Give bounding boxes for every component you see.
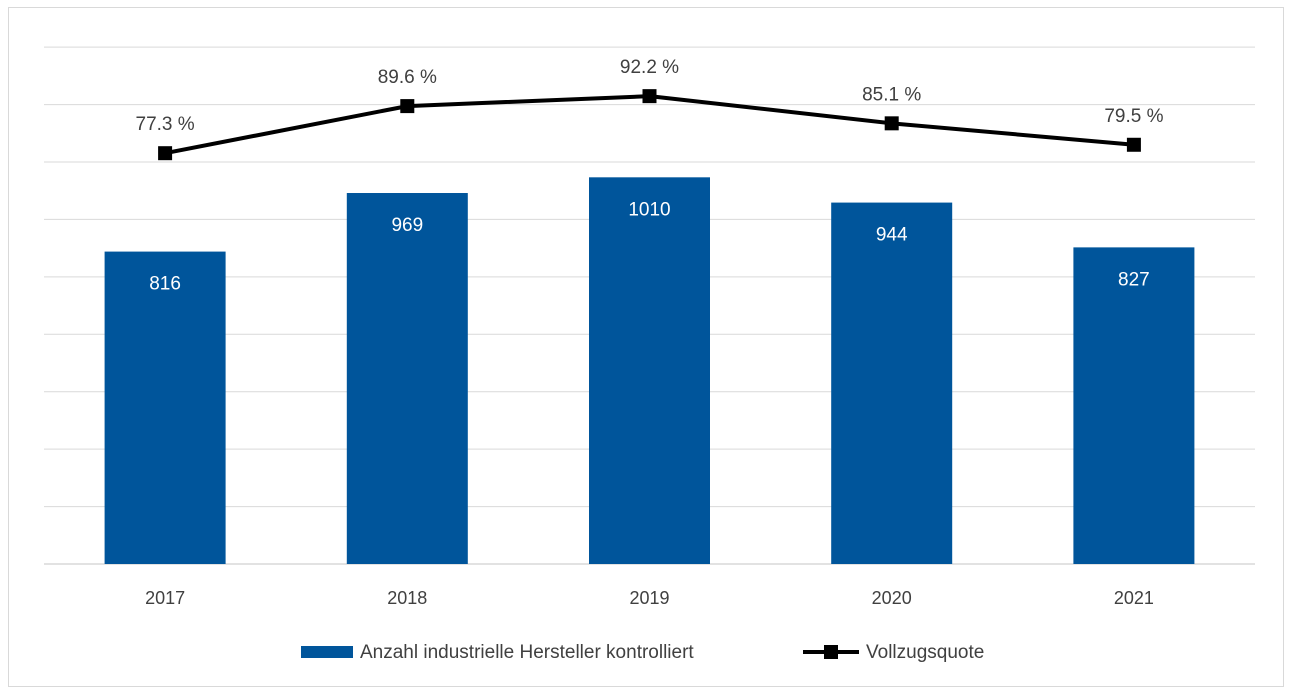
bar-data-label: 944 — [876, 225, 908, 246]
bar-data-label: 969 — [391, 215, 423, 236]
bar — [831, 202, 953, 564]
bar — [589, 177, 710, 565]
line-data-label: 77.3 % — [136, 114, 195, 135]
line-data-label: 85.1 % — [862, 84, 921, 105]
bar-data-label: 816 — [149, 274, 181, 295]
line-data-label: 89.6 % — [378, 67, 437, 88]
legend: Anzahl industrielle Hersteller kontrolli… — [301, 642, 984, 663]
x-tick-label: 2018 — [387, 588, 427, 608]
legend-line-label: Vollzugsquote — [866, 642, 984, 663]
bar-data-label: 827 — [1118, 269, 1150, 290]
legend-bar-label: Anzahl industrielle Hersteller kontrolli… — [360, 642, 694, 663]
x-axis-ticks: 2017 2018 2019 2020 2021 — [145, 588, 1154, 608]
bar-data-labels: 816 969 1010 944 827 — [149, 199, 1150, 294]
legend-line-marker — [824, 645, 838, 659]
x-tick-label: 2019 — [629, 588, 669, 608]
line-series — [158, 89, 1141, 161]
line-data-label: 79.5 % — [1104, 106, 1163, 127]
line-data-label: 92.2 % — [620, 57, 679, 78]
x-tick-label: 2020 — [872, 588, 912, 608]
x-tick-label: 2017 — [145, 588, 185, 608]
line-marker — [884, 116, 899, 131]
bar-data-label: 1010 — [628, 199, 670, 220]
bar — [346, 193, 468, 565]
line-marker — [642, 89, 657, 104]
bar — [1073, 247, 1195, 564]
line-marker — [400, 99, 415, 114]
line-data-labels: 77.3 % 89.6 % 92.2 % 85.1 % 79.5 % — [136, 57, 1164, 135]
bar-series — [104, 177, 1195, 565]
line-marker — [1126, 137, 1141, 152]
legend-bar-swatch — [301, 646, 353, 658]
line-marker — [158, 146, 173, 161]
bar — [104, 251, 226, 565]
x-tick-label: 2021 — [1114, 588, 1154, 608]
